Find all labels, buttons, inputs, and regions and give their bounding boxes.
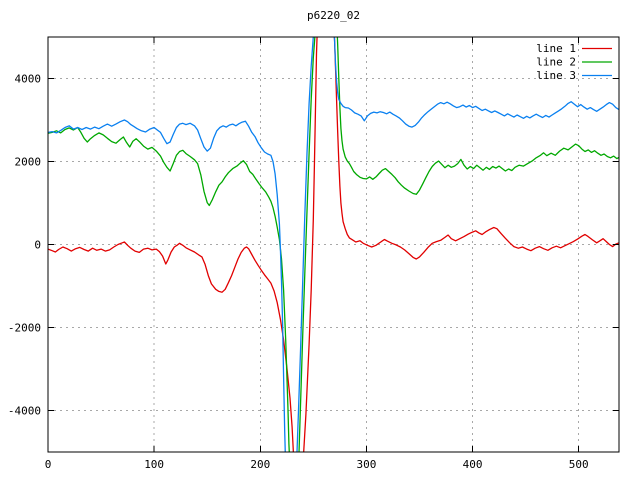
y-tick-label: -4000 <box>8 405 41 418</box>
series-line-2 <box>48 37 619 452</box>
y-tick-label: 4000 <box>15 73 42 86</box>
series-layer <box>48 37 619 452</box>
series-line-3 <box>48 37 619 452</box>
chart-title: p6220_02 <box>307 9 360 22</box>
x-tick-label: 300 <box>356 458 376 471</box>
axis-layer: 0 100 200 300 400 500 -4000 -2000 0 2000 4000 <box>8 36 620 471</box>
x-tick-label: 100 <box>144 458 164 471</box>
x-tick-label: 400 <box>463 458 483 471</box>
y-tick-label: -2000 <box>8 322 41 335</box>
legend-label-line-1: line 1 <box>536 42 576 55</box>
legend-label-line-3: line 3 <box>536 69 576 82</box>
x-tick-label: 0 <box>45 458 52 471</box>
series-line-1 <box>48 37 619 452</box>
y-tick-label: 2000 <box>15 156 42 169</box>
x-tick-label: 500 <box>569 458 589 471</box>
x-tick-label: 200 <box>250 458 270 471</box>
grid-layer <box>48 37 619 452</box>
y-tick-label: 0 <box>34 239 41 252</box>
legend-label-line-2: line 2 <box>536 56 576 69</box>
